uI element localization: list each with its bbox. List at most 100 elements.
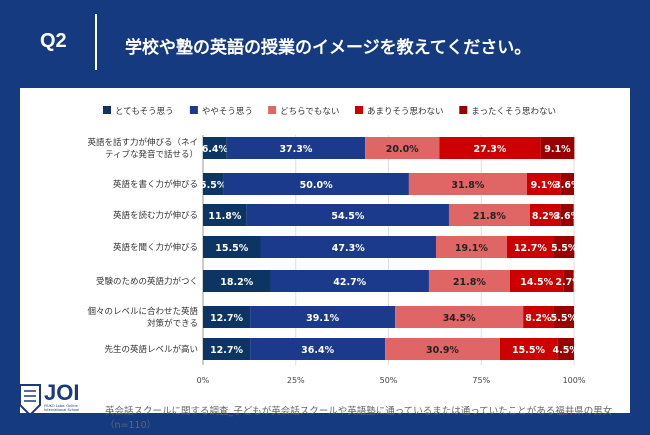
data-label: 20.0%	[386, 144, 419, 155]
data-label: 36.4%	[301, 345, 334, 356]
data-label: 11.8%	[208, 211, 241, 222]
legend-label: とてもそう思う	[115, 107, 174, 117]
bar-segment	[203, 306, 251, 328]
category-label: 英語を書く力が伸びる	[113, 179, 198, 190]
bar-segment	[529, 204, 561, 226]
data-label: 50.0%	[300, 180, 333, 191]
data-label: 3.6%	[554, 180, 581, 191]
x-tick-label: 75%	[472, 376, 490, 385]
data-label: 9.1%	[531, 180, 558, 191]
bar-segment	[270, 270, 429, 292]
logo-text: JOI	[44, 380, 80, 405]
data-label: 8.2%	[525, 313, 552, 324]
legend-swatch	[355, 106, 363, 114]
data-label: 21.8%	[473, 211, 506, 222]
bar-segment	[250, 338, 386, 360]
category-label: 先生の英語レベルが高い	[104, 344, 198, 355]
data-label: 12.7%	[210, 345, 243, 356]
x-tick-label: 100%	[563, 376, 586, 385]
bar-segment	[250, 306, 396, 328]
bar-segment	[203, 236, 261, 258]
x-tick-label: 0%	[197, 376, 210, 385]
bar-segment	[563, 270, 574, 292]
data-label: 3.6%	[554, 211, 581, 222]
data-label: 5.5%	[551, 313, 578, 324]
bar-segment	[509, 270, 564, 292]
category-label: 英語を聞く力が伸びる	[113, 242, 198, 253]
legend-label: ややそう思う	[202, 107, 253, 117]
category-label: 対策ができる	[147, 318, 198, 329]
data-label: 5.5%	[200, 180, 227, 191]
data-label: 30.9%	[426, 345, 459, 356]
data-label: 14.5%	[520, 277, 553, 288]
source-note: 英会話スクールに関する調査_子どもが英会話スクールや英語塾に通っているまたは通っ…	[105, 406, 613, 431]
data-label: 15.5%	[215, 243, 248, 254]
bar-segment	[365, 137, 440, 159]
bar-segment	[246, 204, 449, 226]
data-label: 4.5%	[552, 345, 579, 356]
header-divider	[95, 14, 97, 70]
bar-segment	[448, 204, 530, 226]
bar-segment	[226, 137, 366, 159]
data-label: 37.3%	[279, 144, 312, 155]
shield-logo-icon	[19, 384, 41, 417]
bar-segment	[203, 137, 227, 159]
legend-label: あまりそう思わない	[367, 107, 444, 117]
data-label: 21.8%	[453, 277, 486, 288]
category-label: 英語を話す力が伸びる（ネイ	[87, 137, 198, 148]
data-label: 6.4%	[202, 144, 229, 155]
data-label: 12.7%	[210, 313, 243, 324]
x-tick-label: 25%	[287, 376, 305, 385]
data-label: 47.3%	[332, 243, 365, 254]
bar-segment	[560, 204, 574, 226]
data-label: 2.7%	[555, 277, 582, 288]
legend-label: まったくそう思わない	[471, 107, 556, 117]
bar-segment	[408, 173, 527, 195]
logo-subtext: JYUKO Labo. Online International School	[44, 404, 80, 412]
bar-segment	[203, 270, 271, 292]
data-label: 27.3%	[473, 144, 506, 155]
data-label: 34.5%	[443, 313, 476, 324]
question-number: Q2	[40, 30, 67, 52]
x-tick-label: 50%	[380, 376, 398, 385]
bar-segment	[526, 173, 561, 195]
bar-segment	[540, 137, 575, 159]
bar-segment	[203, 173, 224, 195]
data-label: 12.7%	[514, 243, 547, 254]
data-label: 5.5%	[551, 243, 578, 254]
data-label: 15.5%	[512, 345, 545, 356]
bar-segment	[223, 173, 409, 195]
page-title: 学校や塾の英語の授業のイメージを教えてください。	[125, 38, 532, 58]
category-label: 英語を読む力が伸びる	[113, 210, 198, 221]
bar-segment	[428, 270, 510, 292]
category-label: 受験のための英語力がつく	[96, 276, 198, 287]
bar-segment	[203, 338, 251, 360]
data-label: 31.8%	[451, 180, 484, 191]
data-label: 9.1%	[544, 144, 571, 155]
data-label: 19.1%	[455, 243, 488, 254]
bar-segment	[553, 306, 574, 328]
category-label: 個々のレベルに合わせた英語	[87, 306, 198, 317]
bar-segment	[395, 306, 524, 328]
bar-segment	[385, 338, 500, 360]
legend-swatch	[103, 106, 111, 114]
bar-segment	[439, 137, 541, 159]
legend-swatch	[268, 106, 277, 114]
bar-segment	[557, 338, 574, 360]
bar-segment	[260, 236, 436, 258]
bar-segment	[553, 236, 575, 258]
bar-segment	[499, 338, 558, 360]
bar-segment	[523, 306, 554, 328]
bar-segment	[506, 236, 554, 258]
data-label: 39.1%	[306, 313, 339, 324]
bar-segment	[435, 236, 507, 258]
legend-swatch	[459, 106, 468, 114]
bar-segment	[203, 204, 247, 226]
data-label: 42.7%	[333, 277, 366, 288]
category-label: ティブな発音で話せる）	[105, 149, 198, 160]
legend-label: どちらでもない	[280, 107, 339, 117]
bar-segment	[560, 173, 574, 195]
data-label: 8.2%	[532, 211, 559, 222]
data-label: 18.2%	[220, 277, 253, 288]
